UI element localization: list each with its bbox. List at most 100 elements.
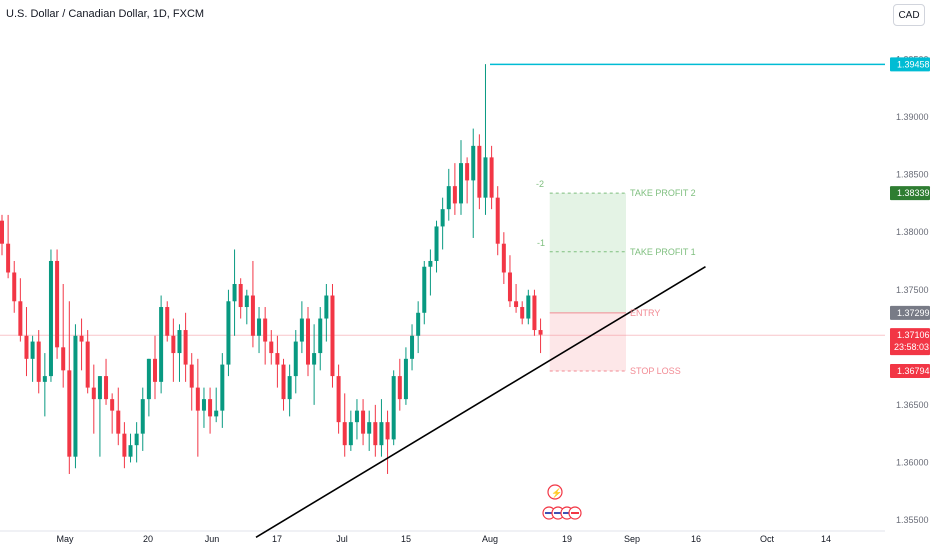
take-profit-2-tag[interactable] bbox=[890, 186, 930, 201]
candle-body[interactable] bbox=[250, 295, 255, 336]
currency-button[interactable]: CAD bbox=[893, 4, 925, 26]
candle-body[interactable] bbox=[104, 376, 109, 400]
candle-body[interactable] bbox=[397, 376, 402, 400]
candle-body[interactable] bbox=[471, 145, 476, 181]
candle-body[interactable] bbox=[85, 341, 90, 388]
candle-body[interactable] bbox=[452, 186, 457, 204]
candle-body[interactable] bbox=[514, 301, 519, 308]
candle-body[interactable] bbox=[61, 347, 66, 371]
candle-body[interactable] bbox=[183, 330, 188, 365]
candle-body[interactable] bbox=[269, 341, 274, 354]
candle-body[interactable] bbox=[24, 335, 29, 359]
candle-body[interactable] bbox=[214, 410, 219, 417]
candle-body[interactable] bbox=[275, 353, 280, 365]
candle-body[interactable] bbox=[410, 335, 415, 359]
candle-body[interactable] bbox=[299, 318, 304, 342]
candle-body[interactable] bbox=[6, 243, 11, 273]
candle-body[interactable] bbox=[428, 260, 433, 267]
candle-body[interactable] bbox=[520, 307, 525, 319]
profit-zone[interactable] bbox=[549, 193, 626, 313]
candle-body[interactable] bbox=[287, 376, 292, 400]
candle-body[interactable] bbox=[538, 330, 543, 335]
candle-body[interactable] bbox=[67, 370, 72, 457]
candle-body[interactable] bbox=[122, 433, 127, 457]
candle-body[interactable] bbox=[526, 295, 531, 319]
candle-body[interactable] bbox=[0, 220, 4, 244]
candle-body[interactable] bbox=[330, 295, 335, 377]
cyan-level-tag[interactable] bbox=[890, 57, 930, 72]
candle-body[interactable] bbox=[97, 376, 102, 400]
candle-body[interactable] bbox=[293, 341, 298, 377]
candle-body[interactable] bbox=[379, 422, 384, 446]
candle-body[interactable] bbox=[434, 226, 439, 261]
candle-body[interactable] bbox=[42, 376, 47, 382]
candle-body[interactable] bbox=[281, 364, 286, 400]
entry-tag[interactable] bbox=[890, 305, 930, 320]
candle-body[interactable] bbox=[159, 307, 164, 382]
candle-body[interactable] bbox=[177, 330, 182, 354]
candle-body[interactable] bbox=[134, 433, 139, 446]
candle-body[interactable] bbox=[501, 243, 506, 273]
candle-body[interactable] bbox=[30, 341, 35, 359]
candle-body[interactable] bbox=[12, 272, 17, 302]
candle-body[interactable] bbox=[324, 295, 329, 319]
candle-body[interactable] bbox=[36, 341, 41, 382]
candle-body[interactable] bbox=[312, 353, 317, 365]
candle-body[interactable] bbox=[55, 260, 60, 348]
candle-body[interactable] bbox=[416, 312, 421, 336]
candle-body[interactable] bbox=[306, 318, 310, 365]
candle-body[interactable] bbox=[483, 157, 488, 198]
candle-body[interactable] bbox=[263, 318, 268, 342]
candle-body[interactable] bbox=[244, 295, 249, 308]
candle-body[interactable] bbox=[342, 422, 347, 446]
candle-body[interactable] bbox=[48, 260, 53, 377]
candle-body[interactable] bbox=[208, 399, 213, 417]
candle-body[interactable] bbox=[361, 410, 366, 434]
candle-body[interactable] bbox=[336, 376, 341, 423]
candle-body[interactable] bbox=[165, 307, 170, 336]
candle-body[interactable] bbox=[201, 399, 206, 411]
candle-body[interactable] bbox=[422, 266, 427, 313]
candle-body[interactable] bbox=[110, 399, 115, 411]
candle-body[interactable] bbox=[403, 358, 408, 400]
candle-body[interactable] bbox=[238, 284, 243, 308]
candle-body[interactable] bbox=[140, 399, 145, 434]
candle-body[interactable] bbox=[459, 163, 463, 204]
candle-body[interactable] bbox=[367, 422, 372, 434]
candle-body[interactable] bbox=[354, 410, 359, 423]
candle-body[interactable] bbox=[507, 272, 512, 302]
candle-body[interactable] bbox=[391, 376, 396, 440]
candle-body[interactable] bbox=[128, 445, 133, 457]
candle-body[interactable] bbox=[385, 422, 390, 440]
candle-body[interactable] bbox=[446, 186, 451, 210]
candle-body[interactable] bbox=[495, 197, 500, 244]
candle-body[interactable] bbox=[73, 335, 78, 457]
candle-body[interactable] bbox=[373, 422, 378, 446]
candle-body[interactable] bbox=[79, 335, 84, 342]
candle-body[interactable] bbox=[440, 209, 445, 227]
candle-body[interactable] bbox=[477, 145, 482, 198]
candle-body[interactable] bbox=[116, 410, 121, 434]
candle-body[interactable] bbox=[189, 364, 194, 388]
candle-body[interactable] bbox=[226, 301, 231, 365]
candle-body[interactable] bbox=[18, 301, 23, 336]
candle-body[interactable] bbox=[195, 387, 200, 411]
candle-body[interactable] bbox=[465, 163, 470, 181]
candle-body[interactable] bbox=[489, 157, 494, 198]
lightning-icon[interactable] bbox=[547, 484, 563, 500]
candle-body[interactable] bbox=[171, 335, 176, 354]
trendline[interactable] bbox=[255, 266, 706, 538]
candle-body[interactable] bbox=[348, 422, 353, 446]
current-price-tag[interactable] bbox=[890, 328, 930, 356]
candle-body[interactable] bbox=[532, 295, 537, 331]
stop-loss-tag[interactable] bbox=[890, 364, 930, 379]
candle-body[interactable] bbox=[146, 358, 151, 400]
candle-body[interactable] bbox=[257, 318, 262, 336]
candle-body[interactable] bbox=[318, 318, 323, 354]
candle-body[interactable] bbox=[153, 358, 157, 382]
candle-body[interactable] bbox=[232, 284, 237, 302]
candle-body[interactable] bbox=[220, 364, 225, 411]
candle-body[interactable] bbox=[91, 387, 96, 400]
